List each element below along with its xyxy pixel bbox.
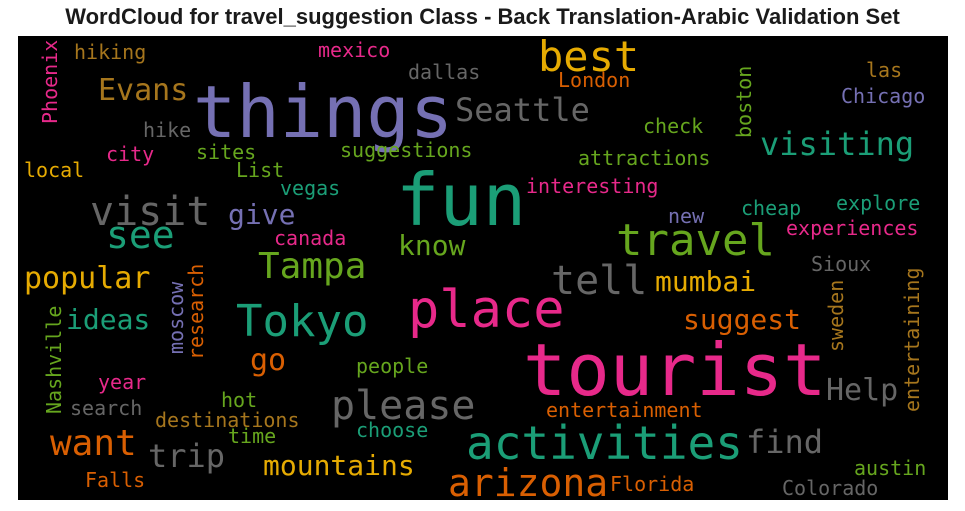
word-local: local bbox=[24, 158, 85, 182]
word-evans: Evans bbox=[98, 73, 189, 108]
word-choose: choose bbox=[356, 418, 429, 442]
word-want: want bbox=[50, 423, 137, 464]
word-visiting: visiting bbox=[760, 125, 915, 163]
word-vegas: vegas bbox=[280, 176, 341, 200]
word-year: year bbox=[98, 370, 147, 394]
word-florida: Florida bbox=[610, 472, 695, 496]
word-give: give bbox=[228, 198, 296, 231]
word-fun: fun bbox=[396, 158, 527, 242]
word-sites: sites bbox=[196, 140, 257, 164]
word-tourist: tourist bbox=[523, 328, 827, 412]
word-suggestions: suggestions bbox=[340, 138, 473, 162]
word-popular: popular bbox=[24, 261, 151, 296]
word-chicago: Chicago bbox=[841, 84, 926, 108]
word-tell: tell bbox=[551, 258, 648, 304]
word-city: city bbox=[106, 142, 155, 166]
word-experiences: experiences bbox=[786, 216, 919, 240]
word-mexico: mexico bbox=[318, 38, 391, 62]
word-new: new bbox=[668, 204, 705, 228]
word-interesting: interesting bbox=[526, 174, 659, 198]
word-hot: hot bbox=[221, 388, 258, 412]
word-things: things bbox=[193, 70, 454, 154]
word-suggest: suggest bbox=[683, 303, 802, 336]
word-travel: travel bbox=[616, 215, 775, 266]
word-boston: boston bbox=[732, 65, 756, 138]
word-go: go bbox=[250, 343, 287, 378]
word-list: List bbox=[236, 158, 285, 182]
word-seattle: Seattle bbox=[455, 91, 590, 129]
word-people: people bbox=[356, 354, 429, 378]
word-falls: Falls bbox=[85, 468, 146, 492]
word-place: place bbox=[408, 280, 565, 340]
word-trip: trip bbox=[148, 437, 226, 475]
word-hike: hike bbox=[143, 118, 192, 142]
word-tokyo: Tokyo bbox=[236, 296, 369, 347]
word-destinations: destinations bbox=[155, 408, 300, 432]
word-mountains: mountains bbox=[263, 449, 415, 482]
word-research: research bbox=[184, 263, 208, 360]
word-activities: activities bbox=[466, 416, 743, 470]
word-know: know bbox=[398, 229, 466, 262]
word-las: las bbox=[866, 58, 903, 82]
word-austin: austin bbox=[854, 456, 927, 480]
word-canada: canada bbox=[274, 226, 347, 250]
word-entertaining: entertaining bbox=[900, 267, 924, 413]
word-explore: explore bbox=[836, 191, 921, 215]
word-cheap: cheap bbox=[741, 196, 802, 220]
word-dallas: dallas bbox=[408, 60, 481, 84]
word-sioux: Sioux bbox=[811, 252, 872, 276]
word-best: best bbox=[538, 36, 640, 81]
word-entertainment: entertainment bbox=[546, 398, 703, 422]
word-check: check bbox=[643, 114, 704, 138]
word-time: time bbox=[228, 424, 277, 448]
word-search: search bbox=[70, 396, 143, 420]
wordcloud-canvas: things fun tourist place Tokyo travel activiti… bbox=[18, 36, 948, 500]
word-colorado: Colorado bbox=[782, 476, 879, 500]
word-phoenix: Phoenix bbox=[38, 39, 62, 124]
word-attractions: attractions bbox=[578, 146, 711, 170]
chart-title: WordCloud for travel_suggestion Class - … bbox=[65, 4, 900, 29]
word-ideas: ideas bbox=[66, 303, 151, 336]
word-please: please bbox=[331, 383, 476, 429]
word-find: find bbox=[746, 423, 824, 461]
word-visit: visit bbox=[90, 189, 211, 235]
word-nashville: Nashville bbox=[42, 305, 66, 414]
word-see: see bbox=[106, 213, 175, 257]
word-moscow: moscow bbox=[164, 281, 188, 354]
word-help: Help bbox=[826, 373, 899, 408]
word-mumbai: mumbai bbox=[655, 265, 757, 298]
word-london: London bbox=[558, 68, 631, 92]
word-tampa: Tampa bbox=[258, 246, 367, 287]
word-hiking: hiking bbox=[74, 40, 147, 64]
word-sweden: sweden bbox=[824, 279, 848, 352]
word-arizona: arizona bbox=[448, 461, 609, 500]
